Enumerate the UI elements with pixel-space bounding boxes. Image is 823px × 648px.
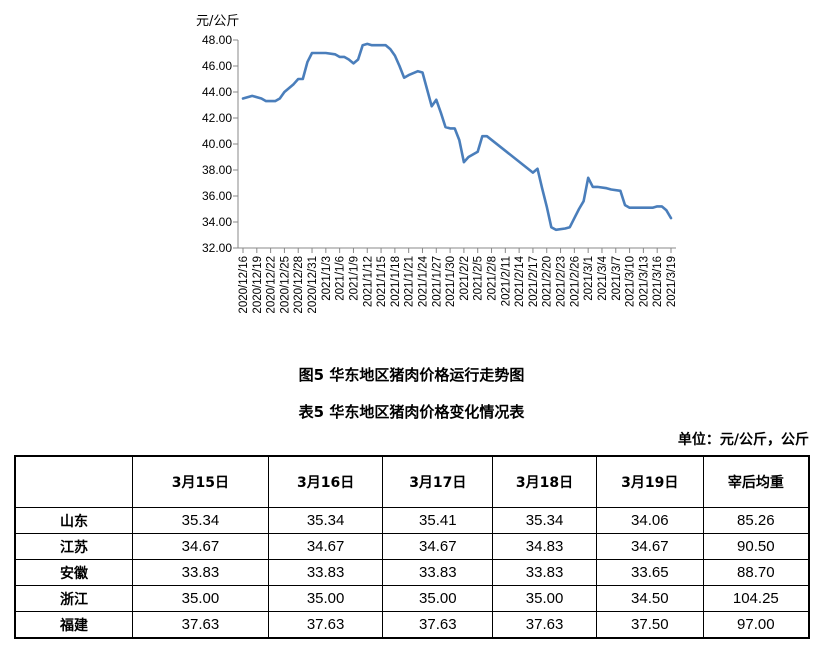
table-cell: 35.41	[382, 507, 494, 534]
x-tick-label: 2021/3/7	[611, 256, 623, 301]
table-cell: 34.67	[382, 533, 494, 560]
col-header: 3月18日	[492, 455, 597, 508]
table-row: 江苏 34.67 34.67 34.67 34.83 34.67 90.50	[14, 533, 810, 560]
table-cell: 33.83	[382, 559, 494, 586]
table-cell: 35.34	[267, 507, 384, 534]
x-tick-label: 2021/2/5	[473, 256, 485, 301]
x-tick-label: 2020/12/25	[279, 256, 291, 314]
table-caption: 表5 华东地区猪肉价格变化情况表	[298, 403, 525, 421]
table-cell: 97.00	[702, 611, 810, 639]
y-tick-label: 48.00	[202, 33, 232, 47]
x-tick-label: 2021/1/9	[348, 256, 360, 301]
table-cell: 35.34	[132, 507, 269, 534]
row-region: 江苏	[14, 533, 134, 560]
y-tick-label: 38.00	[202, 163, 232, 177]
y-tick-label: 46.00	[202, 59, 232, 73]
table-row: 浙江 35.00 35.00 35.00 35.00 34.50 104.25	[14, 585, 810, 612]
table-header-row: 3月15日 3月16日 3月17日 3月18日 3月19日 宰后均重	[14, 455, 810, 508]
table-row: 安徽 33.83 33.83 33.83 33.83 33.65 88.70	[14, 559, 810, 586]
row-region: 福建	[14, 611, 134, 639]
table-cell: 33.83	[492, 559, 597, 586]
col-header: 3月16日	[267, 455, 384, 508]
x-tick-label: 2021/3/10	[625, 256, 637, 307]
x-tick-label: 2021/1/12	[362, 256, 374, 307]
table-cell: 104.25	[702, 585, 810, 612]
x-tick-label: 2020/12/28	[293, 256, 305, 314]
figure-caption: 图5 华东地区猪肉价格运行走势图	[298, 366, 525, 384]
table-cell: 37.63	[492, 611, 597, 639]
x-tick-label: 2021/3/16	[652, 256, 664, 307]
x-tick-label: 2021/3/19	[666, 256, 678, 307]
x-tick-label: 2021/1/3	[321, 256, 333, 301]
x-tick-label: 2020/12/31	[307, 256, 319, 314]
table-corner-cell	[14, 455, 134, 508]
col-header: 3月17日	[382, 455, 494, 508]
table-cell: 37.63	[267, 611, 384, 639]
x-tick-label: 2020/12/19	[252, 256, 264, 314]
x-tick-label: 2021/1/30	[445, 256, 457, 307]
y-tick-label: 44.00	[202, 85, 232, 99]
table-cell: 33.83	[267, 559, 384, 586]
y-tick-label: 42.00	[202, 111, 232, 125]
table-row: 山东 35.34 35.34 35.41 35.34 34.06 85.26	[14, 507, 810, 534]
x-tick-label: 2021/2/17	[528, 256, 540, 307]
table-cell: 35.00	[267, 585, 384, 612]
x-tick-label: 2020/12/16	[238, 256, 250, 314]
table-cell: 35.00	[382, 585, 494, 612]
table-cell: 35.00	[132, 585, 269, 612]
col-header: 3月15日	[132, 455, 269, 508]
col-header: 3月19日	[595, 455, 704, 508]
row-region: 山东	[14, 507, 134, 534]
x-tick-label: 2021/2/20	[542, 256, 554, 307]
table-cell: 35.34	[492, 507, 597, 534]
table-cell: 37.63	[132, 611, 269, 639]
y-tick-label: 34.00	[202, 215, 232, 229]
x-tick-label: 2021/1/21	[404, 256, 416, 307]
row-region: 浙江	[14, 585, 134, 612]
table-cell: 85.26	[702, 507, 810, 534]
table-cell: 34.67	[595, 533, 704, 560]
x-tick-label: 2021/2/8	[487, 256, 499, 301]
x-tick-label: 2021/2/2	[459, 256, 471, 301]
table-cell: 33.65	[595, 559, 704, 586]
col-header: 宰后均重	[702, 455, 810, 508]
x-tick-label: 2021/3/13	[638, 256, 650, 307]
x-tick-label: 2021/2/23	[556, 256, 568, 307]
table-cell: 37.50	[595, 611, 704, 639]
y-tick-label: 36.00	[202, 189, 232, 203]
table-cell: 88.70	[702, 559, 810, 586]
table-cell: 34.83	[492, 533, 597, 560]
table-cell: 33.83	[132, 559, 269, 586]
x-tick-label: 2021/2/14	[514, 255, 526, 307]
price-line	[241, 42, 673, 232]
x-tick-label: 2021/1/6	[335, 256, 347, 301]
x-tick-label: 2021/2/26	[569, 256, 581, 307]
x-tick-label: 2020/12/22	[266, 256, 278, 314]
price-trend-chart: 元/公斤 32.00 34.00 36.00 38.00 40.00 42.00 44.00…	[196, 14, 678, 314]
x-tick-label: 2021/1/27	[431, 256, 443, 307]
table-cell: 90.50	[702, 533, 810, 560]
table-cell: 34.67	[267, 533, 384, 560]
row-region: 安徽	[14, 559, 134, 586]
x-tick-label: 2021/1/15	[376, 256, 388, 307]
table-cell: 37.63	[382, 611, 494, 639]
y-unit-label: 元/公斤	[196, 14, 239, 29]
y-tick-label: 40.00	[202, 137, 232, 151]
x-tick-label: 2021/1/18	[390, 256, 402, 307]
table-cell: 34.67	[132, 533, 269, 560]
table-row: 福建 37.63 37.63 37.63 37.63 37.50 97.00	[14, 611, 810, 639]
x-tick-label: 2021/3/1	[583, 256, 595, 301]
x-tick-label: 2021/3/4	[597, 255, 609, 300]
y-tick-label: 32.00	[202, 241, 232, 255]
table-cell: 34.06	[595, 507, 704, 534]
table-cell: 35.00	[492, 585, 597, 612]
price-table: 3月15日 3月16日 3月17日 3月18日 3月19日 宰后均重 山东 35…	[14, 455, 810, 639]
x-tick-label: 2021/2/11	[500, 256, 512, 306]
table-cell: 34.50	[595, 585, 704, 612]
unit-note: 单位：元/公斤，公斤	[677, 432, 809, 448]
x-tick-label: 2021/1/24	[417, 255, 429, 307]
